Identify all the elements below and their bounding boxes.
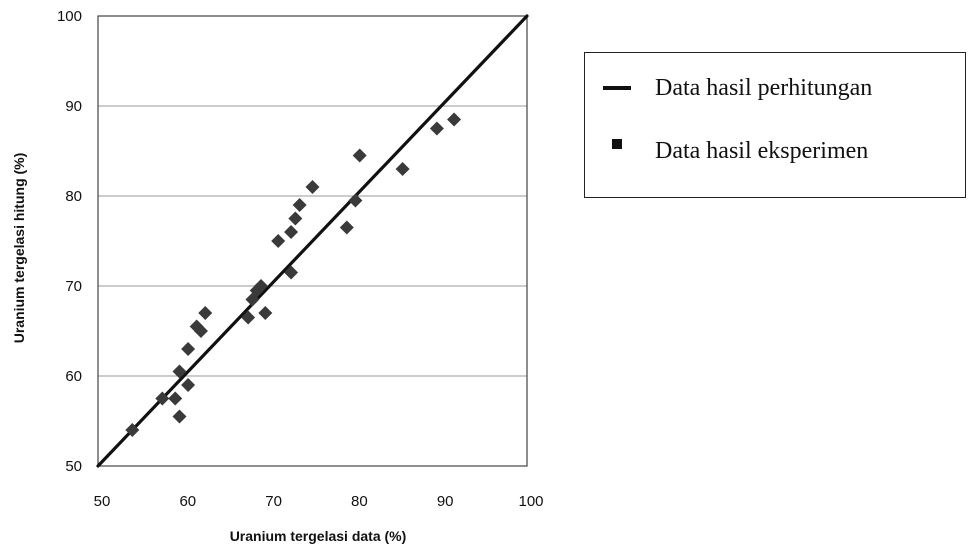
experiment-point-6 [181, 378, 196, 392]
legend-marker-swatch [612, 139, 622, 149]
plot-frame [97, 15, 528, 467]
experiment-point-25 [395, 162, 410, 176]
x-tick-label-80: 80 [351, 493, 368, 510]
experiment-point-24 [352, 148, 367, 163]
experiment-point-16 [271, 234, 286, 248]
x-tick-label-50: 50 [94, 493, 111, 510]
y-tick-label-90: 90 [65, 98, 82, 115]
x-tick-label-60: 60 [179, 493, 196, 510]
legend-line-label: Data hasil perhitungan [655, 74, 873, 101]
experiment-point-22 [339, 220, 354, 235]
experiment-point-21 [305, 180, 320, 194]
x-tick-label-100: 100 [518, 493, 543, 510]
experiment-point-19 [288, 211, 303, 226]
y-tick-label-80: 80 [65, 188, 82, 205]
experiment-point-23 [348, 193, 363, 208]
experiment-point-3 [168, 391, 183, 406]
legend-marker-label: Data hasil eksperimen [655, 137, 869, 164]
y-tick-label-100: 100 [57, 8, 82, 25]
y-tick-label-60: 60 [65, 368, 82, 385]
y-tick-label-70: 70 [65, 278, 82, 295]
x-tick-label-70: 70 [265, 493, 282, 510]
experiment-point-7 [181, 342, 196, 356]
y-axis-title: Uranium tergelasi hitung (%) [11, 153, 27, 344]
experiment-point-17 [284, 225, 299, 239]
experiment-point-5 [172, 364, 187, 379]
experiment-point-11 [241, 310, 256, 325]
legend-entry-marker: Data hasil eksperimen [603, 136, 868, 166]
experiment-point-26 [429, 121, 444, 136]
experiment-point-2 [155, 391, 170, 406]
experiment-point-20 [292, 198, 307, 212]
experiment-point-1 [125, 423, 140, 437]
experiment-point-18 [284, 265, 299, 280]
experiment-point-4 [172, 409, 187, 424]
calculated-line [96, 14, 529, 468]
x-tick-label-90: 90 [437, 493, 454, 510]
experiment-point-9 [193, 324, 208, 338]
x-axis-title: Uranium tergelasi data (%) [230, 528, 407, 544]
experiment-point-15 [258, 306, 273, 320]
legend: Data hasil perhitungan Data hasil eksper… [584, 52, 966, 198]
experiment-point-27 [447, 112, 462, 127]
experiment-point-10 [198, 306, 213, 320]
experiment-point-14 [254, 279, 269, 293]
y-tick-label-50: 50 [65, 458, 82, 475]
legend-entry-line: Data hasil perhitungan [603, 73, 872, 103]
legend-line-swatch [603, 86, 631, 90]
